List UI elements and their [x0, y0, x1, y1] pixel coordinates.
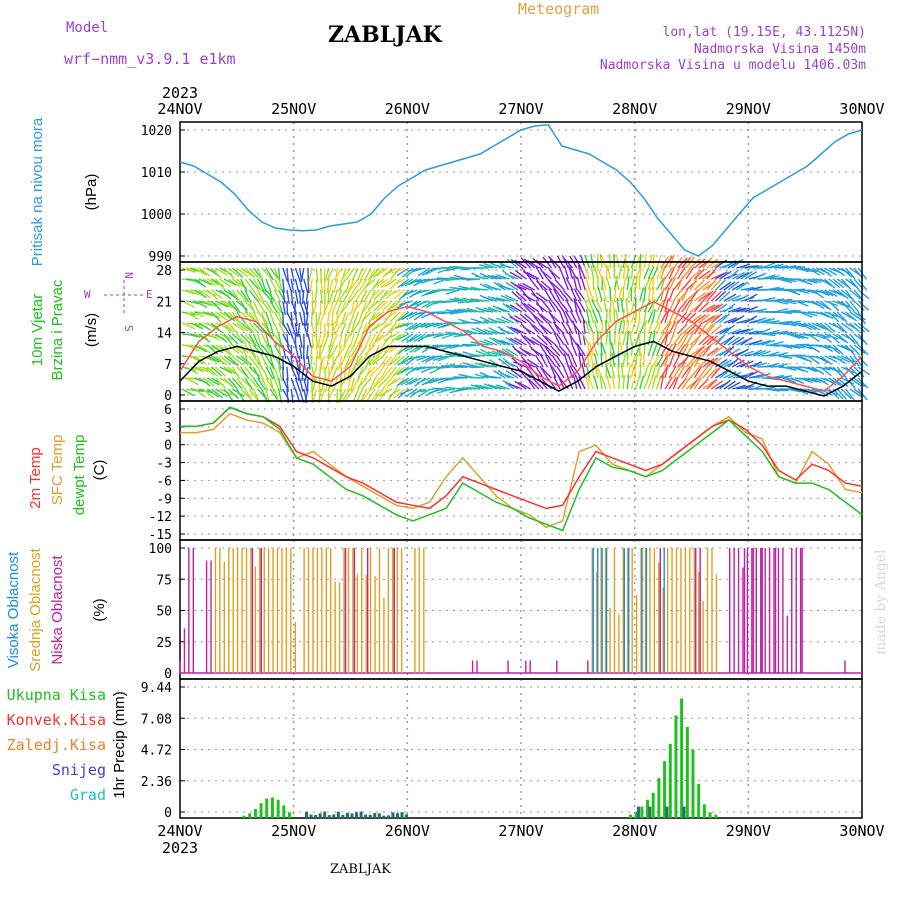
- x-tick-top: 27NOV: [498, 100, 543, 118]
- wind-speed-line: [179, 340, 863, 397]
- mid-cloud-title: Srednja Oblacnost: [27, 547, 44, 671]
- x-tick-bottom: 29NOV: [726, 822, 771, 840]
- wind-title-1: 10m Vjetar: [29, 294, 46, 367]
- wind-title-2: Brzina i Pravac: [49, 279, 66, 380]
- watermark: made by Angel: [873, 549, 889, 655]
- meteogram-label: Meteogram: [518, 0, 600, 18]
- ytick-label: 50: [156, 605, 172, 620]
- wind-barbs: [181, 253, 871, 404]
- x-tick-bottom: 28NOV: [612, 822, 657, 840]
- precip-legend-2: Zaledj.Kisa: [7, 736, 106, 754]
- precip-bars: [242, 698, 718, 818]
- low-cloud-title: Niska Oblacnost: [49, 555, 66, 665]
- ytick-label: 9.44: [141, 681, 172, 696]
- ytick-label: 4.72: [141, 744, 172, 759]
- compass-n: N: [122, 272, 135, 279]
- model-name: wrf−nmm_v3.9.1 e1km: [64, 50, 236, 68]
- ytick-label: 14: [156, 327, 172, 342]
- precip-unit: 1hr Precip (mm): [111, 691, 128, 799]
- ytick-label: 28: [156, 264, 172, 279]
- x-tick-top: 30NOV: [839, 100, 884, 118]
- ytick-label: 990: [149, 250, 172, 265]
- compass-s: S: [122, 325, 135, 332]
- cloud-bars: [179, 548, 862, 674]
- ytick-label: 21: [156, 295, 172, 310]
- wind-gust-line: [179, 300, 863, 392]
- pressure-unit: (hPa): [83, 174, 100, 211]
- compass-w: W: [84, 288, 91, 301]
- ytick-label: 0: [164, 389, 172, 404]
- ytick-label: 0: [164, 439, 172, 454]
- page-title: ZABLJAK: [328, 22, 442, 48]
- x-tick-top: 24NOV: [157, 100, 202, 118]
- ytick-label: 1010: [141, 166, 172, 181]
- x-tick-top: 26NOV: [385, 100, 430, 118]
- x-tick-bottom: 30NOV: [839, 822, 884, 840]
- ytick-label: -3: [156, 457, 172, 472]
- ytick-label: 1000: [141, 208, 172, 223]
- x-tick-bottom: 24NOV: [157, 822, 202, 840]
- bottom-station-label: ZABLJAK: [330, 862, 391, 877]
- ytick-label: -9: [156, 492, 172, 507]
- precip-legend-1: Konvek.Kisa: [7, 711, 106, 729]
- elevation: Nadmorska Visina 1450m: [693, 42, 866, 57]
- pressure-line: [179, 124, 863, 257]
- temp-unit: (C): [91, 460, 108, 481]
- x-tick-top: 25NOV: [271, 100, 316, 118]
- precip-legend-0: Ukupna Kisa: [7, 686, 106, 704]
- ytick-label: 6: [164, 403, 172, 418]
- panel-precip: 9.44 7.08 4.72 2.36 0: [141, 678, 863, 821]
- x-tick-bottom: 27NOV: [498, 822, 543, 840]
- ytick-label: 7.08: [141, 712, 172, 727]
- model-label: Model: [66, 20, 109, 36]
- x-tick-top: 29NOV: [726, 100, 771, 118]
- ytick-label: 25: [156, 636, 172, 651]
- ytick-label: -6: [156, 474, 172, 489]
- ytick-label: 0: [164, 667, 172, 682]
- temp-2m-line: [180, 406, 863, 510]
- year-label-top: 2023: [162, 84, 198, 102]
- sfc-temp-title: SFC Temp: [49, 435, 66, 506]
- wind-unit: (m/s): [83, 313, 100, 347]
- ytick-label: 75: [156, 573, 172, 588]
- cloud-unit: (%): [91, 598, 108, 621]
- dewpt-title: dewpt Temp: [71, 435, 88, 516]
- precip-legend-4: Grad: [70, 786, 106, 804]
- x-tick-top: 28NOV: [612, 100, 657, 118]
- ytick-label: 1020: [141, 124, 172, 139]
- year-label-bottom: 2023: [162, 839, 198, 857]
- x-tick-bottom: 26NOV: [385, 822, 430, 840]
- panel-temp: 6 3 0 -3 -6 -9 -12 -15: [149, 400, 863, 543]
- location-coords: lon,lat (19.15E, 43.1125N): [662, 25, 867, 40]
- ytick-label: 3: [164, 421, 172, 436]
- x-tick-bottom: 25NOV: [271, 822, 316, 840]
- compass-e: E: [146, 288, 153, 301]
- precip-legend-3: Snijeg: [52, 761, 106, 779]
- ytick-label: 7: [164, 358, 172, 373]
- pressure-title: Pritisak na nivou mora: [29, 117, 46, 266]
- ytick-label: -15: [149, 528, 172, 543]
- ytick-label: 2.36: [141, 775, 172, 790]
- ytick-label: -12: [149, 510, 172, 525]
- dewpt-temp-line: [180, 406, 863, 532]
- temp-2m-title: 2m Temp: [27, 447, 44, 508]
- model-elevation: Nadmorska Visina u modelu 1406.03m: [599, 58, 866, 73]
- ytick-label: 0: [164, 806, 172, 821]
- high-cloud-title: Visoka Oblacnost: [5, 551, 22, 668]
- ytick-label: 100: [149, 542, 172, 557]
- panel-pressure: 1020 1010 1000 990: [141, 121, 863, 265]
